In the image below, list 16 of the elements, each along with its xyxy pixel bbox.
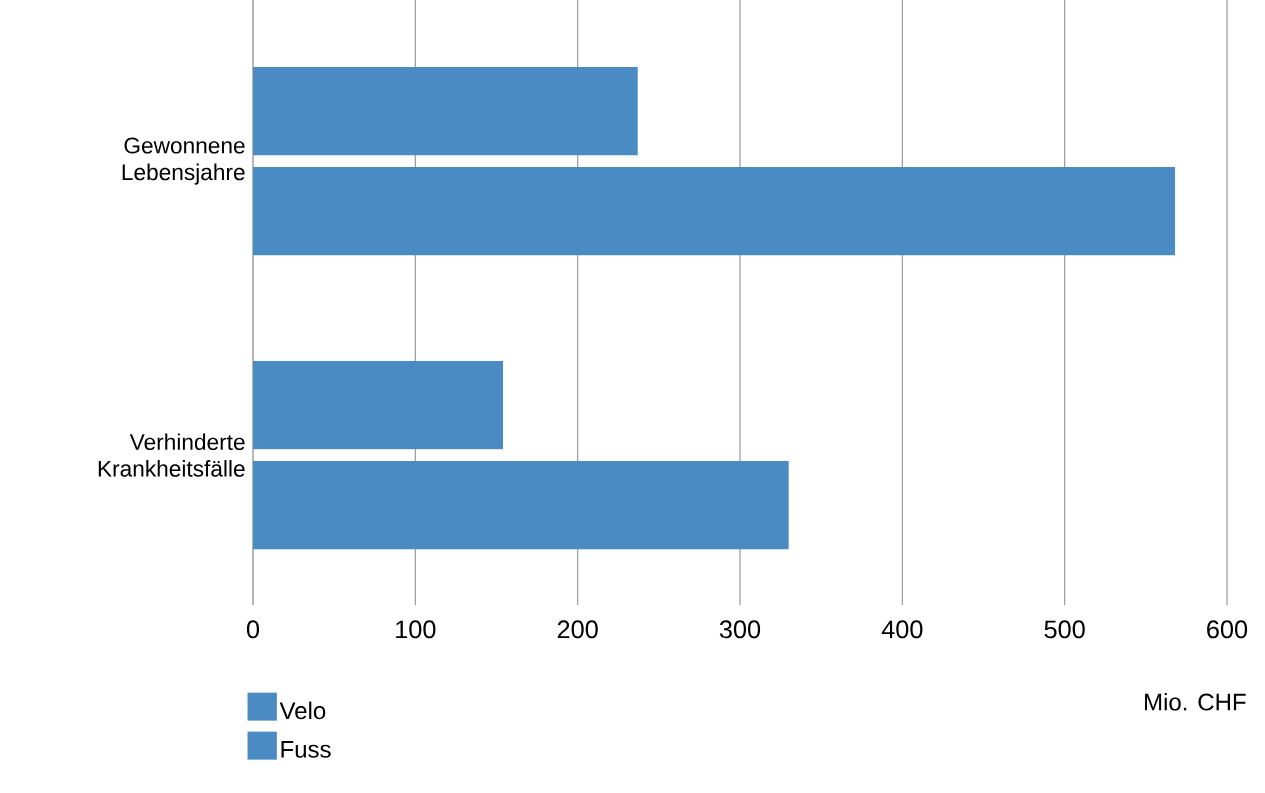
x-tick-label: 200 bbox=[557, 620, 598, 639]
bar bbox=[253, 67, 638, 156]
x-tick-label: 300 bbox=[719, 620, 761, 639]
bar bbox=[253, 460, 789, 550]
x-axis-title: Mio. CHF bbox=[1145, 692, 1246, 711]
x-tick-label: 600 bbox=[1207, 620, 1248, 639]
x-tick-label: 500 bbox=[1044, 620, 1085, 639]
legend-label: Fuss bbox=[281, 741, 331, 758]
bar bbox=[253, 166, 1176, 256]
y-tick-label: Verhinderte Krankheitsfälle bbox=[98, 433, 245, 477]
x-tick-label: 400 bbox=[881, 620, 923, 639]
x-tick-label: 100 bbox=[396, 620, 436, 639]
x-tick-label: 0 bbox=[246, 620, 260, 639]
y-tick-label: Gewonnene Lebensjahre bbox=[122, 137, 245, 185]
bar bbox=[253, 361, 503, 450]
legend-label: Velo bbox=[279, 701, 326, 720]
